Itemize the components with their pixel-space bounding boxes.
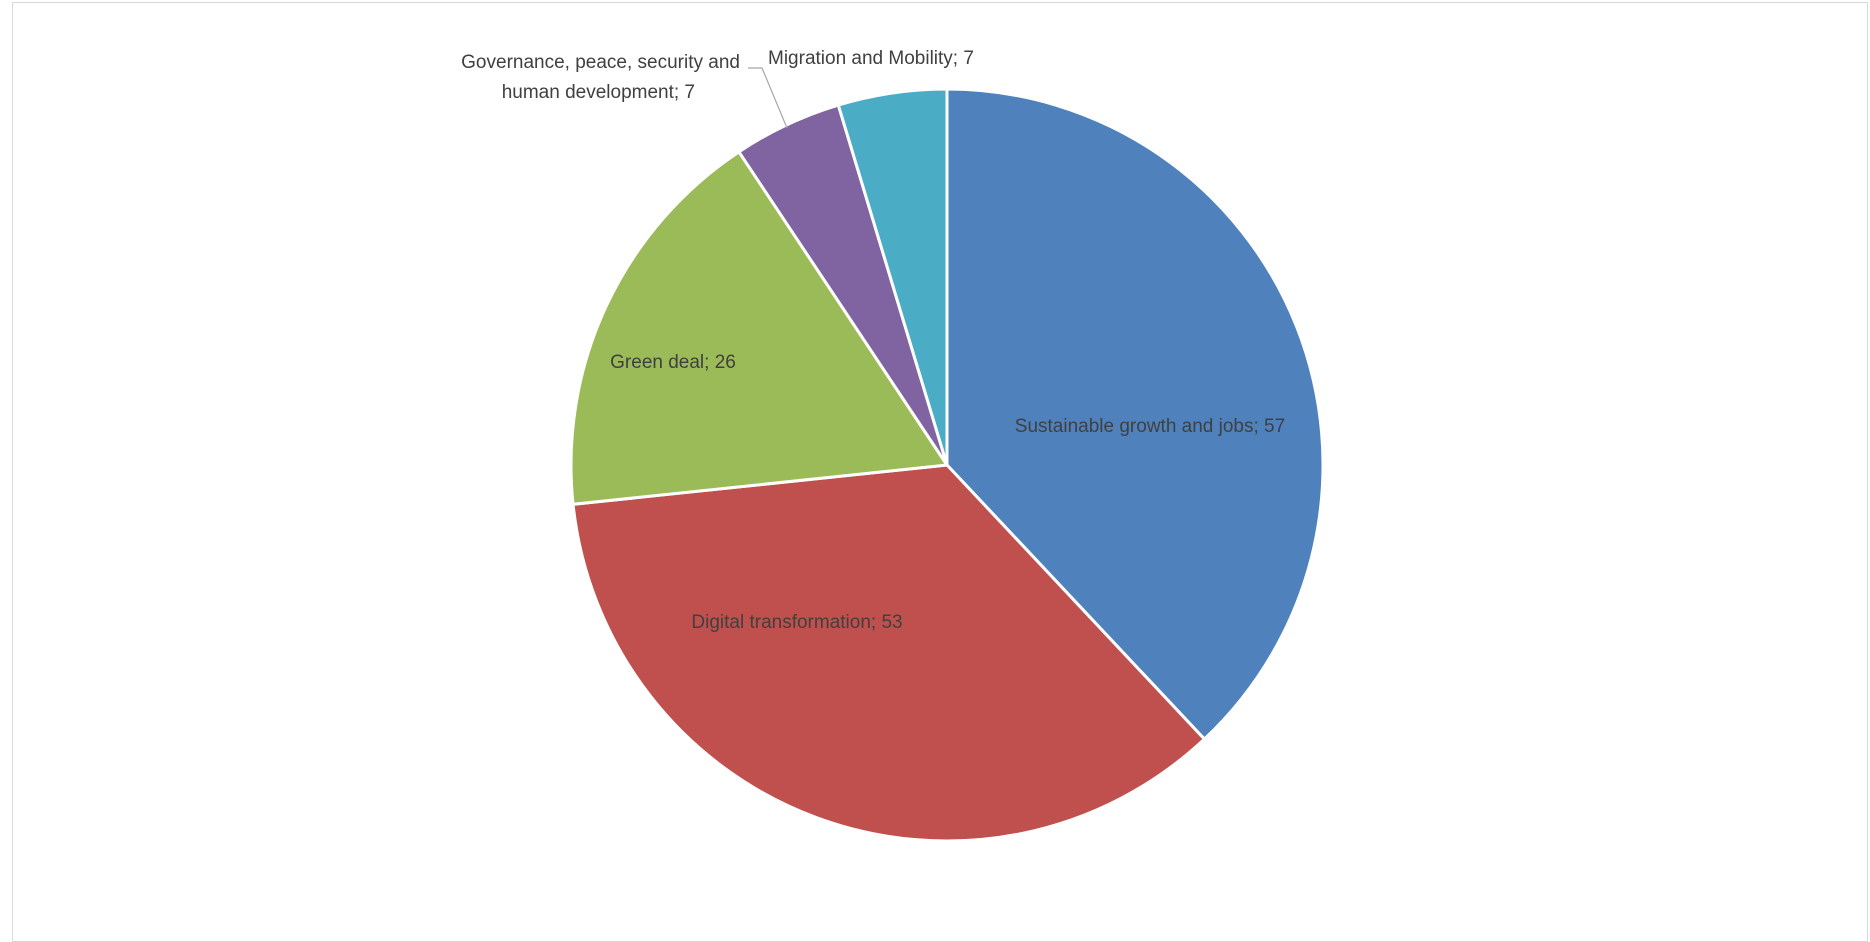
data-label-migration-and-mobility: Migration and Mobility; 7 (768, 48, 974, 69)
pie-slice-sustainable-growth-and-jobs (945, 87, 1325, 742)
data-label-sustainable-growth-and-jobs: Sustainable growth and jobs; 57 (1015, 416, 1285, 437)
data-label-governance-peace-security-and-human-development: Governance, peace, security and human dev… (461, 52, 740, 103)
data-label-green-deal: Green deal; 26 (610, 352, 736, 373)
data-label-digital-transformation: Digital transformation; 53 (691, 612, 902, 633)
slices-layer (569, 87, 1325, 843)
pie-slice-digital-transformation (571, 463, 1207, 843)
pie-slice-migration-and-mobility (836, 87, 949, 466)
labels-layer: Sustainable growth and jobs; 57 Digital t… (461, 48, 1285, 633)
pie-slice-green-deal (569, 149, 950, 506)
leader-line-governance-peace-security-and-human-development (748, 67, 788, 129)
